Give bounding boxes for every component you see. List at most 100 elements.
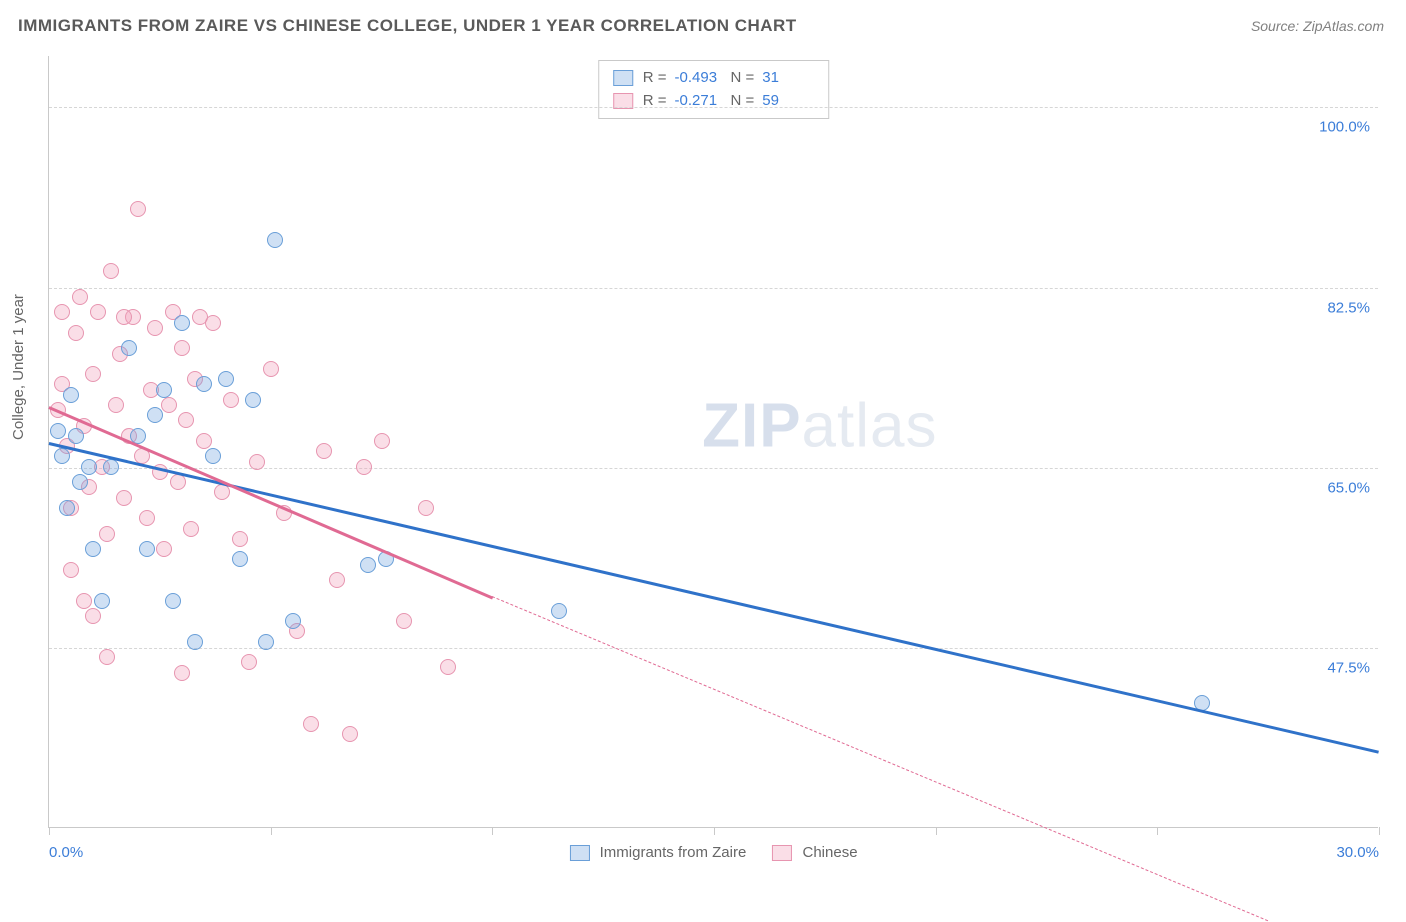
pink-point <box>85 366 101 382</box>
chart-container: IMMIGRANTS FROM ZAIRE VS CHINESE COLLEGE… <box>0 0 1406 892</box>
x-tick-label: 0.0% <box>49 844 83 861</box>
legend-item-blue: Immigrants from Zaire <box>569 844 746 861</box>
blue-point <box>121 340 137 356</box>
pink-point <box>223 392 239 408</box>
pink-point <box>303 716 319 732</box>
pink-point <box>374 433 390 449</box>
blue-point <box>147 407 163 423</box>
pink-point <box>68 325 84 341</box>
x-tick <box>49 827 50 835</box>
pink-point <box>116 490 132 506</box>
plot-area: ZIPatlas R = -0.493 N = 31 R = -0.271 N … <box>48 56 1378 828</box>
blue-point <box>218 371 234 387</box>
blue-point <box>360 557 376 573</box>
blue-point <box>85 541 101 557</box>
pink-point <box>232 531 248 547</box>
blue-point <box>139 541 155 557</box>
trendline-pink-extrapolated <box>492 596 1268 921</box>
pink-point <box>196 433 212 449</box>
pink-point <box>241 654 257 670</box>
blue-point <box>156 382 172 398</box>
x-tick <box>1157 827 1158 835</box>
pink-point <box>396 613 412 629</box>
blue-point <box>196 376 212 392</box>
blue-point <box>232 551 248 567</box>
pink-point <box>192 309 208 325</box>
x-tick <box>271 827 272 835</box>
swatch-pink-icon <box>772 845 792 861</box>
swatch-blue-icon <box>569 845 589 861</box>
pink-point <box>139 510 155 526</box>
pink-point <box>174 665 190 681</box>
swatch-blue <box>613 70 633 86</box>
x-tick-label: 30.0% <box>1336 844 1379 861</box>
blue-point <box>205 448 221 464</box>
pink-point <box>54 304 70 320</box>
x-tick <box>492 827 493 835</box>
y-tick-label: 47.5% <box>1327 659 1370 676</box>
legend-row-blue: R = -0.493 N = 31 <box>613 67 815 90</box>
gridline-h <box>49 107 1378 108</box>
pink-point <box>263 361 279 377</box>
pink-point <box>72 289 88 305</box>
pink-point <box>329 572 345 588</box>
blue-point <box>551 603 567 619</box>
correlation-legend: R = -0.493 N = 31 R = -0.271 N = 59 <box>598 60 830 119</box>
x-tick <box>1379 827 1380 835</box>
blue-point <box>50 423 66 439</box>
pink-point <box>130 201 146 217</box>
blue-point <box>267 232 283 248</box>
pink-point <box>156 541 172 557</box>
blue-point <box>63 387 79 403</box>
pink-point <box>214 484 230 500</box>
pink-point <box>76 593 92 609</box>
pink-point <box>99 526 115 542</box>
gridline-h <box>49 288 1378 289</box>
pink-point <box>440 659 456 675</box>
legend-row-pink: R = -0.271 N = 59 <box>613 90 815 113</box>
pink-point <box>63 562 79 578</box>
pink-point <box>178 412 194 428</box>
blue-point <box>165 593 181 609</box>
gridline-h <box>49 648 1378 649</box>
pink-point <box>108 397 124 413</box>
blue-point <box>59 500 75 516</box>
pink-point <box>170 474 186 490</box>
blue-point <box>103 459 119 475</box>
pink-point <box>356 459 372 475</box>
pink-point <box>418 500 434 516</box>
pink-point <box>161 397 177 413</box>
pink-point <box>99 649 115 665</box>
x-tick <box>714 827 715 835</box>
y-tick-label: 100.0% <box>1319 119 1370 136</box>
x-tick <box>936 827 937 835</box>
blue-point <box>54 448 70 464</box>
pink-point <box>90 304 106 320</box>
pink-point <box>85 608 101 624</box>
blue-point <box>68 428 84 444</box>
pink-point <box>103 263 119 279</box>
blue-point <box>81 459 97 475</box>
pink-point <box>316 443 332 459</box>
blue-point <box>72 474 88 490</box>
pink-point <box>116 309 132 325</box>
pink-point <box>147 320 163 336</box>
series-legend: Immigrants from Zaire Chinese <box>569 844 857 861</box>
pink-point <box>183 521 199 537</box>
swatch-pink <box>613 93 633 109</box>
y-axis-label: College, Under 1 year <box>10 294 27 440</box>
blue-point <box>258 634 274 650</box>
pink-point <box>174 340 190 356</box>
y-tick-label: 82.5% <box>1327 299 1370 316</box>
gridline-h <box>49 468 1378 469</box>
pink-point <box>342 726 358 742</box>
trendline-blue <box>49 442 1380 753</box>
blue-point <box>174 315 190 331</box>
blue-point <box>94 593 110 609</box>
watermark: ZIPatlas <box>702 391 937 462</box>
source-attribution: Source: ZipAtlas.com <box>1251 18 1384 34</box>
pink-point <box>249 454 265 470</box>
blue-point <box>285 613 301 629</box>
blue-point <box>187 634 203 650</box>
blue-point <box>245 392 261 408</box>
